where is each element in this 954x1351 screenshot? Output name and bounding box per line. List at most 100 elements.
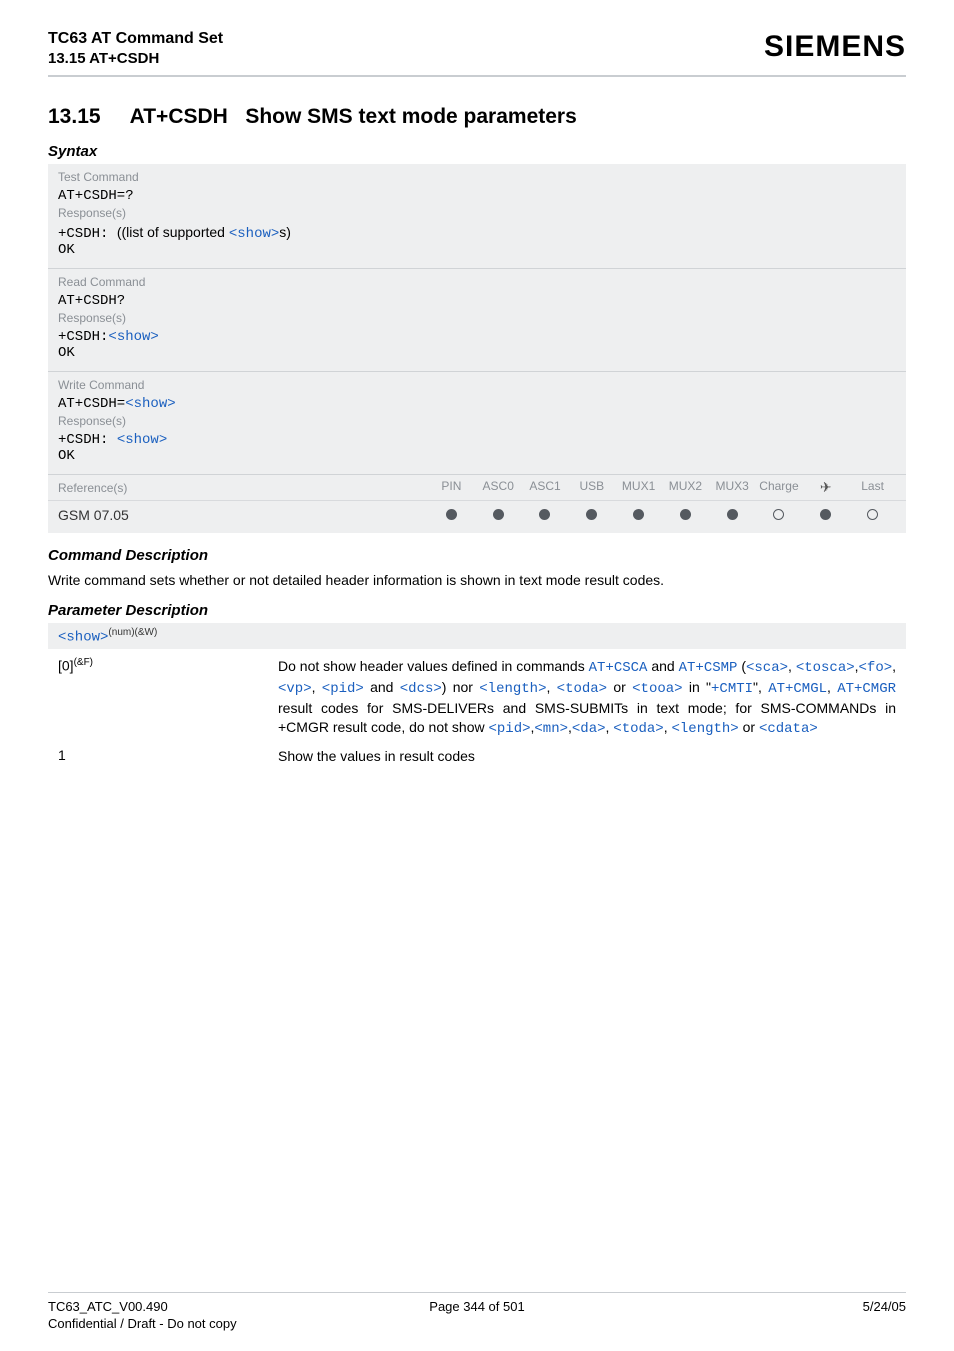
t: , bbox=[827, 679, 837, 695]
dot-filled-icon bbox=[446, 509, 457, 520]
page-header: TC63 AT Command Set 13.15 AT+CSDH SIEMEN… bbox=[48, 30, 906, 77]
doc-subsection: 13.15 AT+CSDH bbox=[48, 50, 223, 67]
page-footer: TC63_ATC_V00.490 Page 344 of 501 5/24/05… bbox=[48, 1292, 906, 1331]
parameter-table: [0](&F) Do not show header values define… bbox=[48, 653, 906, 769]
write-command-text: AT+CSDH=<show> bbox=[58, 396, 896, 412]
availability-dot bbox=[475, 507, 522, 523]
col-pin: PIN bbox=[428, 479, 475, 496]
t: Do not show header values defined in com… bbox=[278, 658, 589, 674]
t: , bbox=[892, 658, 896, 674]
availability-dot bbox=[662, 507, 709, 523]
param-key-0: [0](&F) bbox=[48, 653, 278, 743]
footer-left: TC63_ATC_V00.490 bbox=[48, 1299, 334, 1314]
footer-page: Page 344 of 501 bbox=[334, 1299, 620, 1314]
param-show-sup: (num)(&W) bbox=[108, 627, 157, 638]
dot-empty-icon bbox=[867, 509, 878, 520]
col-airplane-icon: ✈ bbox=[802, 479, 849, 496]
test-list-open: ((list of supported bbox=[117, 224, 229, 240]
link-da[interactable]: <da> bbox=[572, 721, 606, 737]
t: , bbox=[546, 679, 556, 695]
section-title: 13.15 AT+CSDH Show SMS text mode paramet… bbox=[48, 105, 906, 129]
link-toda[interactable]: <toda> bbox=[557, 681, 607, 697]
read-show-param[interactable]: <show> bbox=[108, 329, 158, 345]
link-cdata[interactable]: <cdata> bbox=[759, 721, 818, 737]
read-prefix: +CSDH: bbox=[58, 329, 108, 345]
t: ( bbox=[737, 658, 746, 674]
availability-dot bbox=[522, 507, 569, 523]
link-tooa[interactable]: <tooa> bbox=[632, 681, 682, 697]
doc-title: TC63 AT Command Set bbox=[48, 30, 223, 48]
link-sca[interactable]: <sca> bbox=[746, 660, 788, 676]
param-row-0: [0](&F) Do not show header values define… bbox=[48, 653, 906, 743]
read-ok: OK bbox=[58, 345, 896, 361]
write-ok: OK bbox=[58, 448, 896, 464]
section-cmd: AT+CSDH bbox=[130, 105, 228, 128]
t: , bbox=[312, 679, 322, 695]
link-length2[interactable]: <length> bbox=[672, 721, 739, 737]
write-response-line: +CSDH: <show> bbox=[58, 432, 896, 448]
dot-filled-icon bbox=[586, 509, 597, 520]
param-val-0: Do not show header values defined in com… bbox=[278, 653, 906, 743]
param-val-1: Show the values in result codes bbox=[278, 743, 906, 770]
dot-filled-icon bbox=[820, 509, 831, 520]
t: , bbox=[664, 719, 672, 735]
param-show-name[interactable]: <show> bbox=[58, 629, 108, 645]
test-list-close: s) bbox=[279, 224, 291, 240]
test-response-label: Response(s) bbox=[58, 206, 896, 220]
dot-filled-icon bbox=[493, 509, 504, 520]
link-pid[interactable]: <pid> bbox=[322, 681, 364, 697]
write-show-param[interactable]: <show> bbox=[117, 432, 167, 448]
col-charge: Charge bbox=[756, 479, 803, 496]
col-asc1: ASC1 bbox=[522, 479, 569, 496]
test-show-param[interactable]: <show> bbox=[229, 226, 279, 242]
link-cmgr[interactable]: AT+CMGR bbox=[837, 681, 896, 697]
dot-filled-icon bbox=[633, 509, 644, 520]
t: in " bbox=[683, 679, 711, 695]
test-command-block: Test Command AT+CSDH=? Response(s) +CSDH… bbox=[48, 164, 906, 269]
link-tosca[interactable]: <tosca> bbox=[796, 660, 855, 676]
footer-confidential: Confidential / Draft - Do not copy bbox=[48, 1316, 906, 1331]
link-cmgl[interactable]: AT+CMGL bbox=[768, 681, 827, 697]
brand-logo: SIEMENS bbox=[764, 30, 906, 64]
t: or bbox=[607, 679, 632, 695]
read-command-label: Read Command bbox=[58, 275, 896, 289]
link-at-csmp[interactable]: AT+CSMP bbox=[679, 660, 738, 676]
col-mux3: MUX3 bbox=[709, 479, 756, 496]
write-cmd-show[interactable]: <show> bbox=[125, 396, 175, 412]
availability-dot bbox=[709, 507, 756, 523]
test-ok: OK bbox=[58, 242, 896, 258]
col-last: Last bbox=[849, 479, 896, 496]
write-cmd-prefix: AT+CSDH= bbox=[58, 396, 125, 412]
param-key-0-text: [0] bbox=[58, 658, 74, 674]
test-prefix: +CSDH: bbox=[58, 226, 117, 242]
col-asc0: ASC0 bbox=[475, 479, 522, 496]
link-cmti[interactable]: +CMTI bbox=[711, 681, 753, 697]
dot-filled-icon bbox=[539, 509, 550, 520]
link-at-csca[interactable]: AT+CSCA bbox=[589, 660, 648, 676]
dot-filled-icon bbox=[727, 509, 738, 520]
write-command-label: Write Command bbox=[58, 378, 896, 392]
col-mux2: MUX2 bbox=[662, 479, 709, 496]
link-fo[interactable]: <fo> bbox=[859, 660, 893, 676]
t: and bbox=[364, 679, 400, 695]
read-response-line: +CSDH:<show> bbox=[58, 329, 896, 345]
write-command-block: Write Command AT+CSDH=<show> Response(s)… bbox=[48, 372, 906, 475]
link-mn[interactable]: <mn> bbox=[534, 721, 568, 737]
link-vp[interactable]: <vp> bbox=[278, 681, 312, 697]
link-toda2[interactable]: <toda> bbox=[613, 721, 663, 737]
link-pid2[interactable]: <pid> bbox=[489, 721, 531, 737]
reference-label: Reference(s) bbox=[58, 481, 428, 495]
syntax-heading: Syntax bbox=[48, 143, 906, 160]
link-dcs[interactable]: <dcs> bbox=[400, 681, 442, 697]
read-command-block: Read Command AT+CSDH? Response(s) +CSDH:… bbox=[48, 269, 906, 372]
write-response-label: Response(s) bbox=[58, 414, 896, 428]
t: or bbox=[739, 719, 759, 735]
param-key-0-sup: (&F) bbox=[74, 657, 93, 668]
availability-dot bbox=[615, 507, 662, 523]
test-response-line: +CSDH: ((list of supported <show>s) bbox=[58, 224, 896, 242]
availability-dot bbox=[568, 507, 615, 523]
command-description-text: Write command sets whether or not detail… bbox=[48, 572, 906, 588]
section-number: 13.15 bbox=[48, 105, 101, 129]
link-length[interactable]: <length> bbox=[479, 681, 546, 697]
t: ", bbox=[753, 679, 768, 695]
